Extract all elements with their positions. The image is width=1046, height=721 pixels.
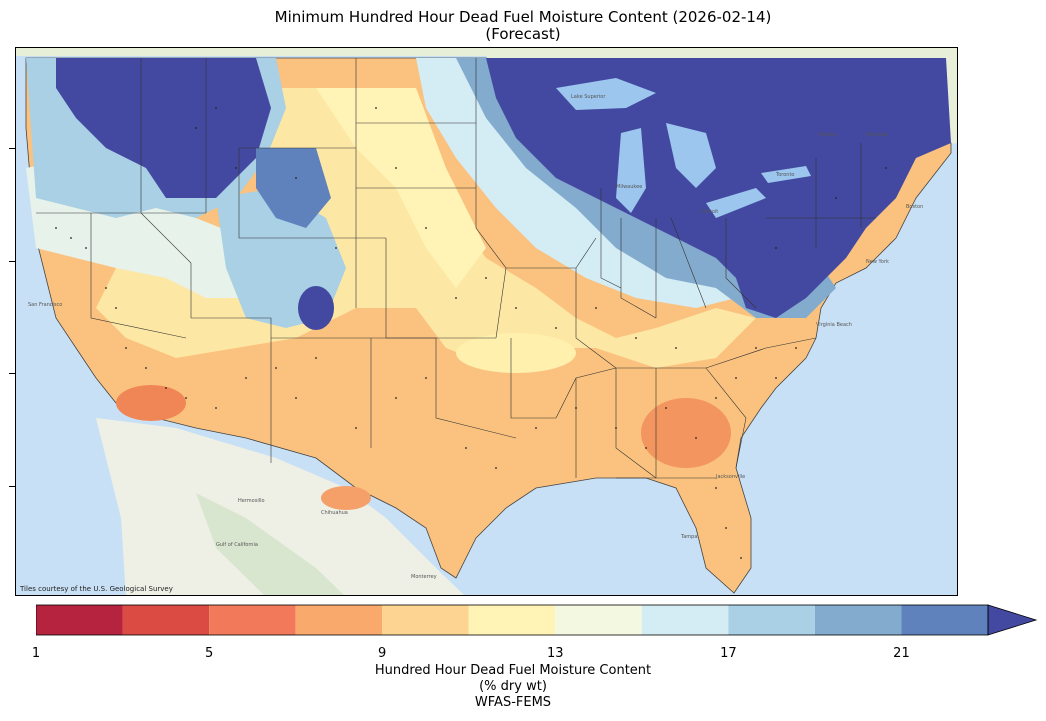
svg-text:Montreal: Montreal: [866, 132, 888, 138]
lake-michigan: [616, 128, 646, 213]
colorbar-tick-label: 21: [893, 646, 910, 661]
lake-erie: [706, 188, 766, 218]
colorbar-tick-label: 9: [378, 646, 387, 661]
colorbar-bin: [641, 605, 729, 635]
y-tick-mark: [9, 148, 15, 149]
svg-text:Ottawa: Ottawa: [818, 132, 836, 138]
colorbar-bin: [382, 605, 469, 635]
svg-text:New York: New York: [866, 259, 889, 265]
colorbar-bin: [555, 605, 642, 635]
colorbar: [36, 604, 1038, 636]
lake-huron: [666, 123, 716, 188]
pacific-northwest-saturated: [56, 58, 271, 198]
svg-text:Toronto: Toronto: [775, 172, 794, 178]
colorbar-bin: [468, 605, 556, 635]
lake-superior: [556, 78, 656, 110]
colorbar-bin: [295, 605, 383, 635]
svg-text:Boston: Boston: [906, 204, 923, 210]
svg-text:Jacksonville: Jacksonville: [715, 474, 745, 480]
y-tick-mark: [9, 261, 15, 262]
colorbar-label: Hundred Hour Dead Fuel Moisture Content: [374, 663, 652, 678]
svg-text:Gulf of California: Gulf of California: [216, 542, 258, 548]
mexico-basemap: [96, 418, 464, 595]
y-tick-mark: [9, 373, 15, 374]
sierra-madre-relief: [196, 493, 344, 595]
svg-text:Monterrey: Monterrey: [411, 574, 437, 580]
colorbar-bin: [814, 605, 902, 635]
svg-text:Chihuahua: Chihuahua: [321, 510, 348, 516]
colorbar-bin: [728, 605, 815, 635]
svg-text:Tampa: Tampa: [680, 534, 697, 540]
lake-ontario: [761, 166, 811, 183]
map-title: Minimum Hundred Hour Dead Fuel Moisture …: [274, 8, 772, 26]
basemap-place-labels: Lake Superior Ottawa Montreal Toronto Mi…: [28, 94, 923, 580]
ozark-band: [456, 333, 576, 373]
fuel-moisture-map[interactable]: Lake Superior Ottawa Montreal Toronto Mi…: [15, 47, 958, 596]
y-tick-mark: [9, 486, 15, 487]
georgia-dry-patch: [641, 398, 731, 468]
colorbar-bin: [36, 605, 123, 635]
colorbar-bin: [209, 605, 296, 635]
colorbar-tick-label: 5: [204, 646, 214, 661]
map-canvas: Lake Superior Ottawa Montreal Toronto Mi…: [16, 48, 957, 595]
west-texas-dry-patch: [321, 486, 371, 510]
map-subtitle: (Forecast): [485, 25, 561, 43]
colorbar-tick-label: 17: [720, 646, 737, 661]
colorbar-frame: [36, 604, 989, 636]
wyoming-saturated: [256, 148, 331, 228]
southern-california-dry-patch: [116, 385, 186, 421]
colorbar-bin: [122, 605, 210, 635]
map-attribution: Tiles courtesy of the U.S. Geological Su…: [20, 585, 173, 593]
colorbar-source: WFAS-FEMS: [474, 695, 552, 710]
state-boundaries: [36, 58, 876, 479]
colorbar-extend-max-arrow: [987, 604, 1038, 636]
svg-text:Hermosillo: Hermosillo: [238, 498, 265, 504]
colorado-saturated: [298, 286, 334, 330]
svg-text:Lake Superior: Lake Superior: [571, 94, 606, 100]
colorbar-tick-label: 13: [546, 646, 564, 661]
svg-text:San Francisco: San Francisco: [28, 302, 62, 308]
colorbar-tick-label: 1: [31, 646, 41, 661]
northeast-saturated: [486, 58, 951, 318]
svg-text:Virginia Beach: Virginia Beach: [816, 322, 852, 328]
colorbar-bin: [901, 605, 988, 635]
station-markers: [55, 107, 887, 559]
svg-text:Detroit: Detroit: [701, 209, 718, 215]
svg-text:Milwaukee: Milwaukee: [616, 184, 642, 190]
colorbar-units: (% dry wt): [479, 679, 547, 694]
